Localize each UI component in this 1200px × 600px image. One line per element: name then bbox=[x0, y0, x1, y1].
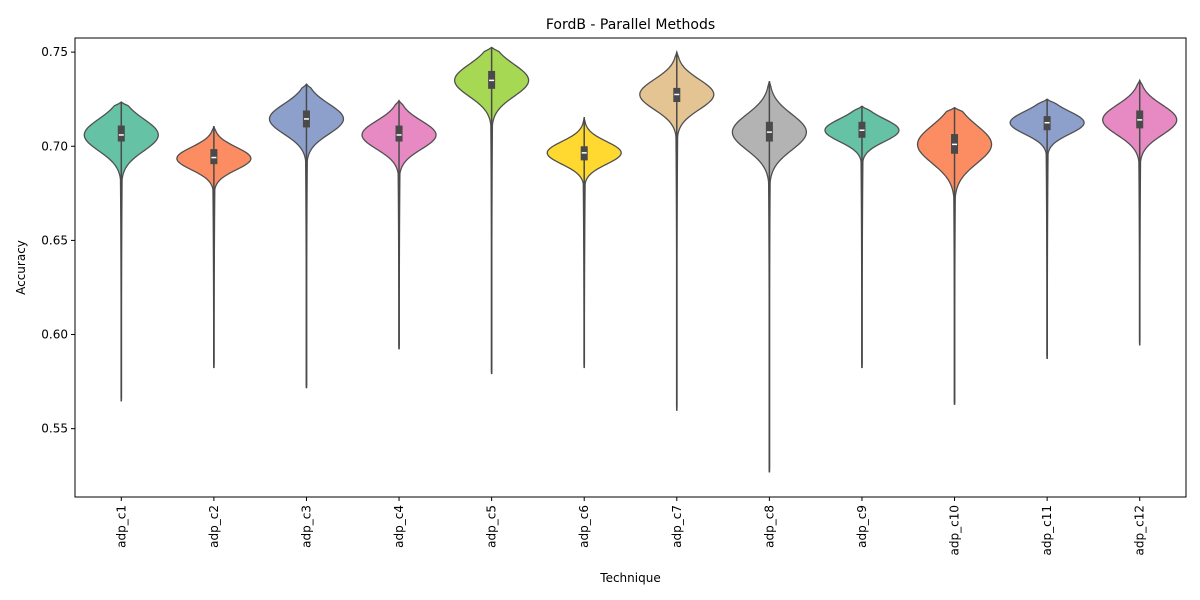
violin-iqr-box bbox=[210, 149, 218, 165]
x-tick-label: adp_c7 bbox=[670, 505, 684, 548]
x-tick-label: adp_c10 bbox=[948, 505, 962, 555]
x-tick-label: adp_c3 bbox=[299, 505, 313, 548]
x-tick-label: adp_c8 bbox=[762, 505, 776, 548]
y-tick-label: 0.55 bbox=[41, 422, 68, 436]
chart-title: FordB - Parallel Methods bbox=[546, 17, 715, 33]
y-axis: 0.55 0.60 0.65 0.70 0.75 bbox=[41, 45, 75, 436]
violins-group bbox=[83, 46, 1178, 473]
violin-adp_c5 bbox=[453, 46, 530, 375]
x-tick-label: adp_c9 bbox=[855, 505, 869, 548]
x-tick-label: adp_c5 bbox=[485, 505, 499, 548]
x-tick-label: adp_c2 bbox=[207, 505, 221, 548]
violin-adp_c1 bbox=[83, 101, 159, 402]
violin-adp_c7 bbox=[639, 49, 715, 411]
x-tick-label: adp_c12 bbox=[1133, 505, 1147, 555]
violin-adp_c8 bbox=[731, 81, 808, 473]
violin-adp_c9 bbox=[824, 105, 900, 369]
y-tick-label: 0.75 bbox=[41, 45, 68, 59]
y-tick-label: 0.65 bbox=[41, 233, 68, 247]
violin-adp_c2 bbox=[176, 125, 252, 369]
violin-adp_c6 bbox=[546, 117, 622, 369]
violin-adp_c4 bbox=[361, 99, 437, 350]
x-axis: adp_c1 adp_c2 adp_c3 adp_c4 adp_c5 adp_c6 adp_… bbox=[114, 497, 1147, 555]
violin-iqr-box bbox=[395, 125, 403, 142]
violin-adp_c3 bbox=[268, 83, 345, 389]
y-tick-label: 0.60 bbox=[41, 328, 68, 342]
y-axis-label: Accuracy bbox=[14, 240, 28, 295]
violin-adp_c10 bbox=[916, 106, 993, 405]
violin-adp_c11 bbox=[1009, 98, 1085, 360]
x-tick-label: adp_c11 bbox=[1040, 505, 1054, 555]
plot-frame bbox=[74, 37, 1187, 498]
x-tick-label: adp_c1 bbox=[114, 505, 128, 548]
violin-adp_c12 bbox=[1102, 78, 1178, 346]
x-tick-label: adp_c6 bbox=[577, 505, 591, 548]
x-tick-label: adp_c4 bbox=[392, 505, 406, 548]
x-axis-label: Technique bbox=[599, 571, 660, 585]
violin-iqr-box bbox=[117, 125, 125, 142]
y-tick-label: 0.70 bbox=[41, 139, 68, 153]
